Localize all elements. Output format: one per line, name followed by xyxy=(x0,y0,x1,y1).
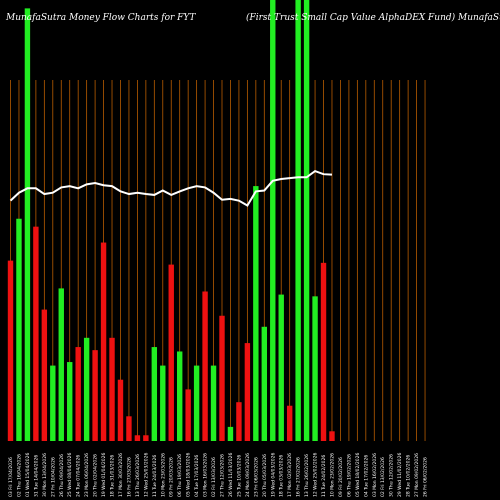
x-tick-label: 06 Thu 19/03/2026 xyxy=(177,454,183,497)
x-tick-label: 27 Thu 12/03/2026 xyxy=(220,454,226,497)
x-tick-label: 16 Fri 27/03/2026 xyxy=(126,457,132,497)
money-flow-bar xyxy=(185,389,191,441)
x-tick-label: 09 Fri 20/03/2026 xyxy=(169,457,175,497)
x-tick-label: 01 Wed 15/04/2026 xyxy=(25,453,31,497)
x-tick-label: 02 Fri 13/03/2026 xyxy=(211,457,217,497)
x-tick-label: 28 Tue 10/02/2026 xyxy=(406,455,412,497)
x-tick-label: 18 Tue 31/03/2026 xyxy=(110,455,116,497)
x-tick-label: 30 Thu 12/02/2026 xyxy=(389,454,395,497)
money-flow-bar xyxy=(270,0,276,441)
x-tick-label: 29 Wed 11/02/2026 xyxy=(397,453,403,497)
money-flow-bar xyxy=(126,416,132,441)
money-flow-bar xyxy=(278,294,284,441)
x-tick-label: 12 Wed 25/02/2026 xyxy=(313,453,319,497)
x-tick-label: 26 Fri 06/02/2026 xyxy=(423,457,429,497)
x-tick-label: 12 Wed 25/03/2026 xyxy=(143,453,149,497)
x-tick-label: 09 Fri 20/02/2026 xyxy=(338,457,344,497)
x-tick-label: 24 Mon 09/03/2026 xyxy=(245,453,251,497)
money-flow-bar xyxy=(219,315,225,441)
money-flow-bar xyxy=(50,365,56,441)
bar-series xyxy=(7,0,335,441)
money-flow-bar xyxy=(75,347,81,441)
money-flow-bar xyxy=(33,226,39,441)
money-flow-bar xyxy=(7,260,14,441)
x-tick-labels: 03 Fri 17/04/2026 02 Thu 16/04/2026 01 Wed… xyxy=(8,453,429,497)
x-tick-label: 20 Thu 05/03/2026 xyxy=(262,454,268,497)
x-tick-label: 31 Tue 14/04/2026 xyxy=(33,455,39,497)
x-tick-label: 02 Thu 16/04/2026 xyxy=(16,454,22,497)
chart-subtitle: (First Trust Small Cap Value AlphaDEX Fu… xyxy=(246,12,500,23)
x-tick-label: 27 Fri 10/04/2026 xyxy=(50,457,56,497)
x-tick-label: 03 Mon 16/02/2026 xyxy=(372,453,378,497)
x-tick-label: 02 Fri 13/02/2026 xyxy=(380,457,386,497)
money-flow-bar xyxy=(253,186,259,441)
money-flow-bar xyxy=(261,326,267,441)
x-tick-label: 11 Tue 24/03/2026 xyxy=(152,455,158,497)
x-tick-label: 04 Tue 17/02/2026 xyxy=(363,455,369,497)
x-tick-label: 10 Mon 23/03/2026 xyxy=(160,453,166,497)
x-tick-label: 04 Tue 17/03/2026 xyxy=(194,455,200,497)
x-tick-label: 30 Mon 13/04/2026 xyxy=(42,453,48,497)
x-tick-label: 19 Wed 04/03/2026 xyxy=(270,453,276,497)
money-flow-bar xyxy=(286,405,293,441)
money-flow-bar xyxy=(295,0,301,441)
x-tick-label: 13 Thu 26/02/2026 xyxy=(304,454,310,497)
x-tick-label: 11 Tue 24/02/2026 xyxy=(321,455,327,497)
money-flow-bar xyxy=(151,347,158,441)
x-tick-label: 17 Mon 02/03/2026 xyxy=(287,453,293,497)
x-tick-label: 24 Tue 07/04/2026 xyxy=(76,455,82,497)
x-tick-label: 27 Mon 09/02/2026 xyxy=(414,453,420,497)
money-flow-bar xyxy=(236,402,242,441)
x-tick-label: 03 Fri 17/04/2026 xyxy=(8,457,14,497)
money-flow-bar xyxy=(193,365,200,441)
chart-title: MunafaSutra Money Flow Charts for FYT xyxy=(5,13,196,23)
money-flow-bar xyxy=(329,431,335,441)
money-flow-bar xyxy=(117,379,124,441)
x-tick-label: 05 Wed 18/02/2026 xyxy=(355,453,361,497)
x-tick-label: 25 Tue 10/03/2026 xyxy=(236,455,242,497)
money-flow-bar xyxy=(143,435,149,441)
money-flow-bar xyxy=(58,288,64,441)
money-flow-bar xyxy=(168,264,174,441)
money-flow-line xyxy=(9,169,333,207)
money-flow-bar xyxy=(244,343,251,441)
money-flow-bar xyxy=(177,351,183,441)
x-tick-label: 23 Mon 06/04/2026 xyxy=(84,453,90,497)
money-flow-bar xyxy=(109,337,115,441)
x-tick-label: 26 Wed 11/03/2026 xyxy=(228,453,234,497)
x-tick-label: 03 Mon 16/03/2026 xyxy=(203,453,209,497)
x-tick-label: 25 Wed 08/04/2026 xyxy=(67,453,73,497)
money-flow-bar xyxy=(41,309,48,441)
money-flow-bar xyxy=(92,350,98,441)
x-tick-label: 13 Thu 26/03/2026 xyxy=(135,454,141,497)
x-tick-label: 16 Fri 27/02/2026 xyxy=(296,457,302,497)
x-tick-label: 05 Wed 18/03/2026 xyxy=(186,453,192,497)
x-tick-label: 18 Tue 03/03/2026 xyxy=(279,455,285,497)
money-flow-bar xyxy=(16,218,22,441)
money-flow-bar xyxy=(100,242,107,441)
money-flow-bar xyxy=(134,435,141,441)
money-flow-bar xyxy=(312,296,318,441)
money-flow-bar xyxy=(67,362,73,441)
x-tick-label: 17 Mon 30/03/2026 xyxy=(118,453,124,497)
money-flow-bar xyxy=(227,426,234,441)
money-flow-bar xyxy=(83,337,90,441)
x-tick-label: 10 Mon 23/02/2026 xyxy=(329,453,335,497)
money-flow-bar xyxy=(202,291,208,441)
money-flow-bar xyxy=(303,0,310,441)
x-tick-label: 06 Thu 19/02/2026 xyxy=(346,454,352,497)
x-tick-label: 20 Thu 02/04/2026 xyxy=(93,454,99,497)
money-flow-bar xyxy=(160,365,166,441)
x-tick-label: 19 Wed 01/04/2026 xyxy=(101,453,107,497)
money-flow-bar xyxy=(320,262,327,441)
money-flow-bar xyxy=(210,365,217,441)
money-flow-bar xyxy=(24,8,31,441)
x-tick-label: 23 Fri 06/03/2026 xyxy=(253,457,259,497)
x-tick-label: 26 Thu 09/04/2026 xyxy=(59,454,65,497)
